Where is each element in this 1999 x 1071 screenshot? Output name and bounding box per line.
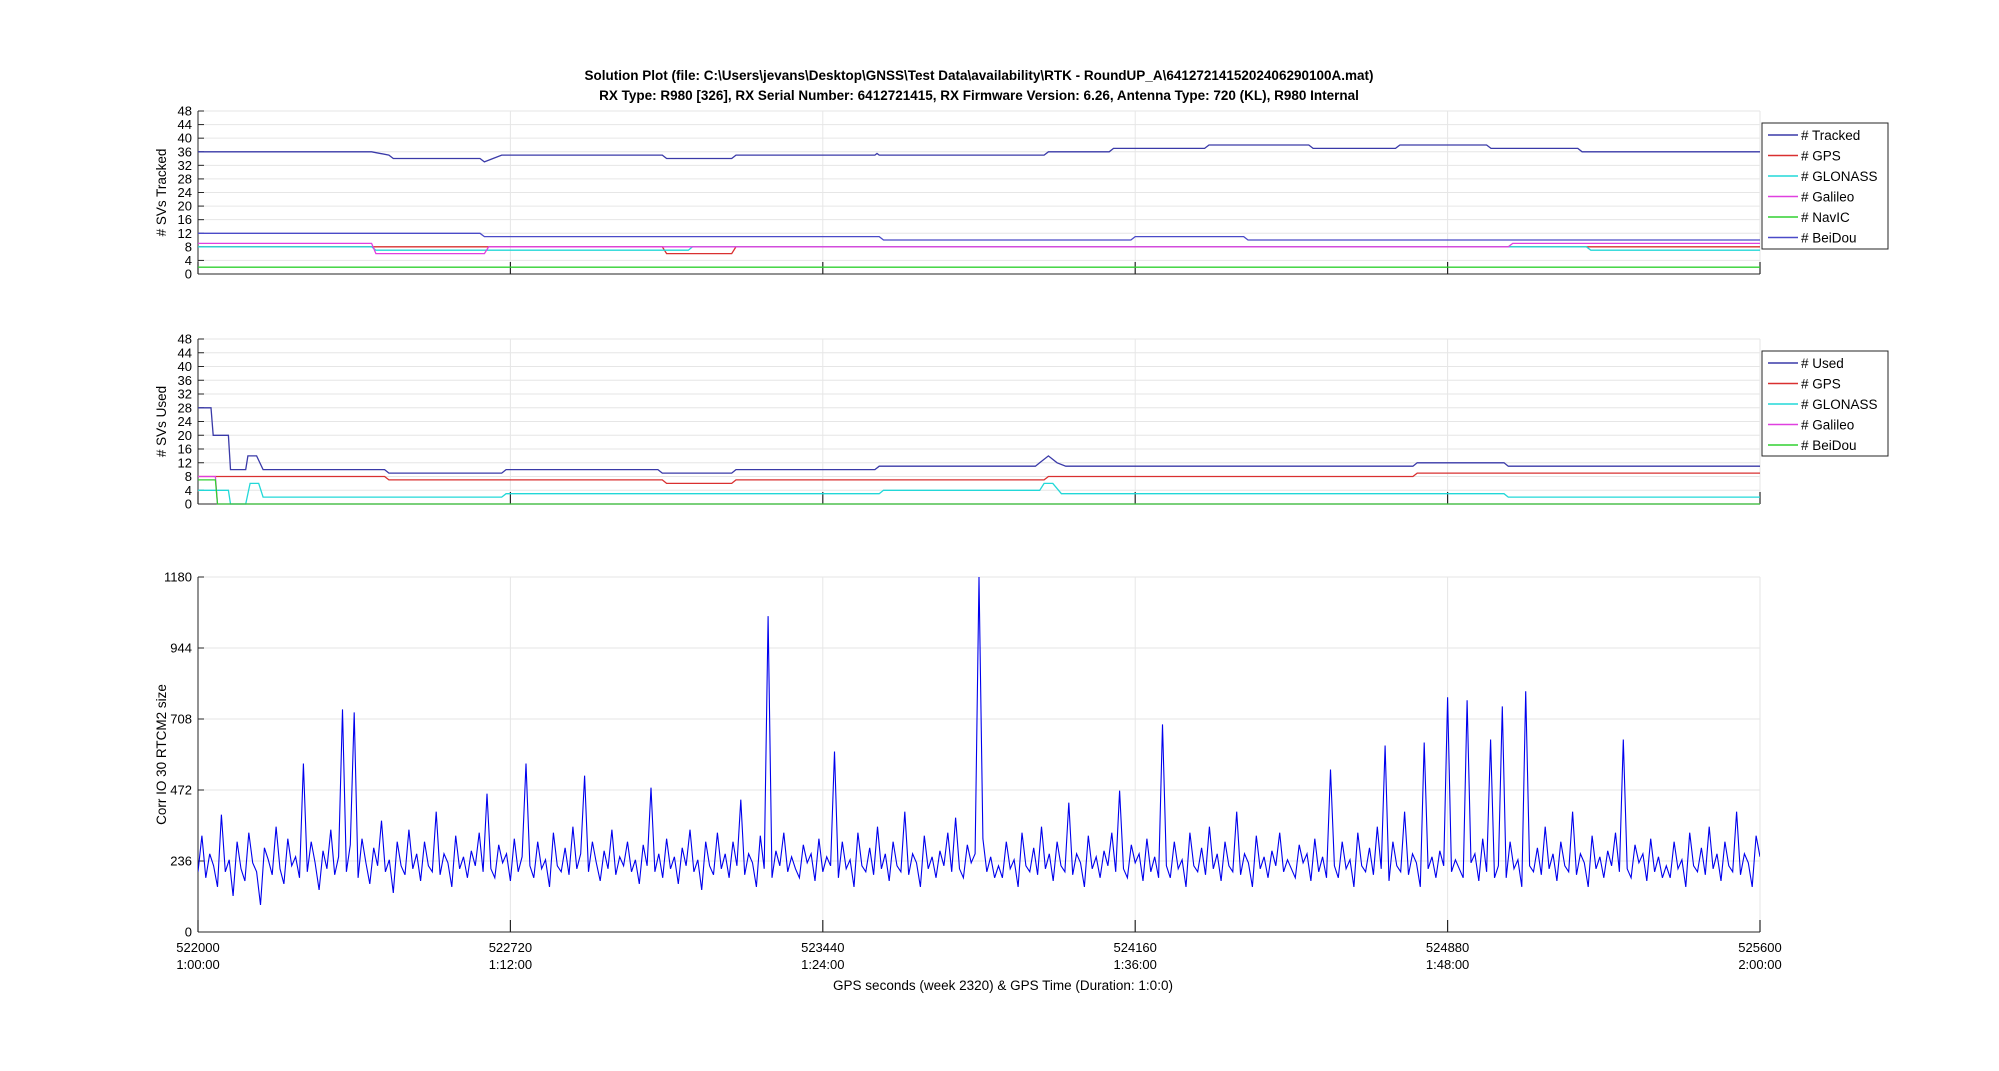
x-tick-time-label: 1:24:00 xyxy=(801,957,844,972)
legend-entry: # GLONASS xyxy=(1801,397,1878,412)
y-tick-label: 48 xyxy=(178,332,192,347)
y-tick-label: 28 xyxy=(178,171,192,186)
legend-entry: # NavIC xyxy=(1801,210,1850,225)
legend-entry: # GPS xyxy=(1801,149,1841,164)
legend-box xyxy=(1761,122,1889,250)
legend: # Tracked # GPS # GLONASS # Galileo # NavIC #… xyxy=(1761,122,1889,250)
figure-title-line2: RX Type: R980 [326], RX Serial Number: 6… xyxy=(599,88,1359,103)
y-tick-label: 472 xyxy=(170,783,192,798)
y-tick-label: 4 xyxy=(185,253,192,268)
series-line-1 xyxy=(198,144,1760,163)
legend-entry: # BeiDou xyxy=(1801,231,1857,246)
y-axis-label: # SVs Used xyxy=(154,386,169,457)
y-tick-label: 0 xyxy=(185,267,192,282)
subplot-3: 0 236 472 708 944 1180 522000 1:00:00 522720 1:12… xyxy=(154,570,1782,973)
figure-title-line1: Solution Plot (file: C:\Users\jevans\Des… xyxy=(584,68,1373,83)
series-line-1 xyxy=(198,407,1760,474)
series-line-4 xyxy=(198,242,1760,255)
x-tick-label: 523440 xyxy=(801,940,844,955)
x-tick-time-label: 1:36:00 xyxy=(1114,957,1157,972)
x-tick-time-label: 1:48:00 xyxy=(1426,957,1469,972)
y-tick-label: 36 xyxy=(178,144,192,159)
y-tick-label: 0 xyxy=(185,925,192,940)
series-line-5 xyxy=(198,479,1760,505)
y-tick-label: 944 xyxy=(170,641,192,656)
x-tick-label: 522000 xyxy=(176,940,219,955)
y-tick-label: 16 xyxy=(178,442,192,457)
y-tick-label: 44 xyxy=(178,345,192,360)
x-axis-label: GPS seconds (week 2320) & GPS Time (Dura… xyxy=(833,978,1173,993)
y-axis-label: # SVs Tracked xyxy=(154,149,169,237)
y-tick-label: 32 xyxy=(178,387,192,402)
x-tick-time-label: 2:00:00 xyxy=(1738,957,1781,972)
series-line-3 xyxy=(198,246,1760,251)
y-tick-label: 8 xyxy=(185,239,192,254)
series-line-3 xyxy=(198,482,1760,505)
y-tick-label: 20 xyxy=(178,428,192,443)
y-tick-label: 24 xyxy=(178,414,192,429)
series-line-2 xyxy=(198,472,1760,485)
y-tick-label: 24 xyxy=(178,185,192,200)
x-tick-label: 522720 xyxy=(489,940,532,955)
y-tick-label: 20 xyxy=(178,199,192,214)
y-tick-label: 1180 xyxy=(164,570,192,585)
y-tick-label: 4 xyxy=(185,483,192,498)
x-tick-label: 524160 xyxy=(1114,940,1157,955)
legend-entry: # Galileo xyxy=(1801,418,1854,433)
y-tick-label: 708 xyxy=(170,712,192,727)
y-axis-label: Corr IO 30 RTCM2 size xyxy=(154,684,169,825)
y-tick-label: 12 xyxy=(178,226,192,241)
x-tick-time-label: 1:12:00 xyxy=(489,957,532,972)
x-tick-label: 524880 xyxy=(1426,940,1469,955)
y-tick-label: 16 xyxy=(178,212,192,227)
legend-entry: # GPS xyxy=(1801,377,1841,392)
y-tick-label: 40 xyxy=(178,131,192,146)
y-tick-label: 0 xyxy=(185,497,192,512)
y-tick-label: 40 xyxy=(178,359,192,374)
legend-entry: # GLONASS xyxy=(1801,169,1878,184)
x-tick-label: 525600 xyxy=(1738,940,1781,955)
y-tick-label: 36 xyxy=(178,373,192,388)
legend-entry: # BeiDou xyxy=(1801,438,1857,453)
y-tick-label: 8 xyxy=(185,469,192,484)
legend: # Used # GPS # GLONASS # Galileo # BeiDou xyxy=(1761,350,1889,457)
legend-entry: # Galileo xyxy=(1801,190,1854,205)
y-tick-label: 48 xyxy=(178,104,192,119)
y-tick-label: 236 xyxy=(170,854,192,869)
x-tick-time-label: 1:00:00 xyxy=(176,957,219,972)
series-line-6 xyxy=(198,232,1760,241)
y-tick-label: 12 xyxy=(178,455,192,470)
y-tick-label: 44 xyxy=(178,117,192,132)
y-tick-label: 28 xyxy=(178,400,192,415)
y-tick-label: 32 xyxy=(178,158,192,173)
series-line-1 xyxy=(198,576,1760,905)
legend-entry: # Used xyxy=(1801,356,1844,371)
legend-entry: # Tracked xyxy=(1801,128,1860,143)
